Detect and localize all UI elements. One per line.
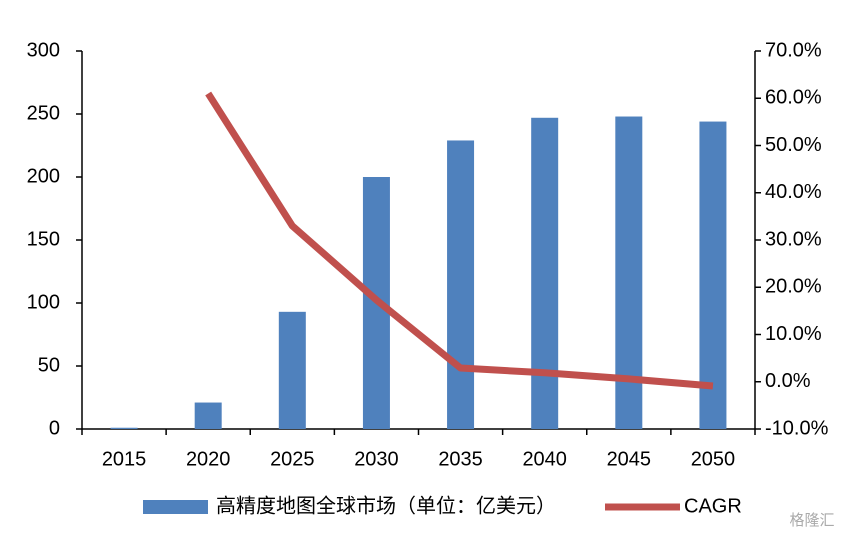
cagr-line [205,91,714,390]
x-tick-label: 2020 [186,448,231,470]
y-tick-label: 300 [27,39,60,61]
y2-tick-label: 30.0% [765,228,822,250]
y-tick-label: 100 [27,291,60,313]
x-tick-label: 2045 [607,448,652,470]
x-tick-label: 2015 [102,448,147,470]
bar [531,117,559,429]
y-tick-label: 150 [27,228,60,250]
legend-swatch [143,500,208,514]
y-tick-label: 250 [27,102,60,124]
bar [699,121,727,429]
x-tick-label: 2040 [522,448,567,470]
y2-tick-label: 40.0% [765,181,822,203]
y2-tick-label: 10.0% [765,323,822,345]
x-tick-label: 2030 [354,448,399,470]
bar [278,311,306,429]
bar [110,427,138,429]
y2-tick-label: 20.0% [765,276,822,298]
bar [447,140,475,429]
bar [194,402,222,429]
x-tick-label: 2035 [438,448,483,470]
y-tick-label: 50 [38,354,60,376]
y2-tick-label: 0.0% [765,370,811,392]
legend-label: 高精度地图全球市场（单位：亿美元） [216,494,556,517]
x-tick-label: 2050 [691,448,736,470]
y2-tick-label: 70.0% [765,39,822,61]
x-tick-label: 2025 [270,448,315,470]
y-tick-label: 0 [49,417,60,439]
y-tick-label: 200 [27,165,60,187]
y2-tick-label: 60.0% [765,87,822,109]
y2-tick-label: 50.0% [765,134,822,156]
legend-label: CAGR [684,495,742,517]
watermark: 格隆汇 [789,512,834,529]
y2-tick-label: -10.0% [765,417,829,439]
